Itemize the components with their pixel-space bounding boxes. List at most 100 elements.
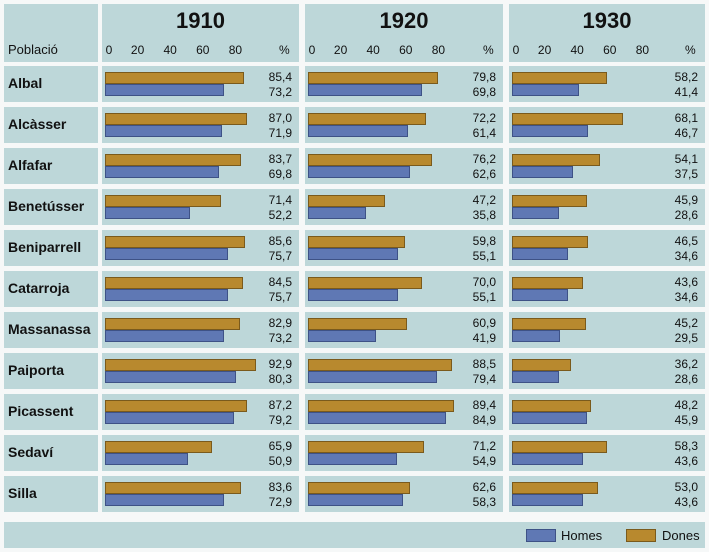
dones-bar [512, 154, 601, 166]
dones-bar [512, 236, 588, 248]
homes-value: 79,4 [472, 372, 496, 386]
tick-label-1920-40: 40 [366, 43, 380, 57]
year-title-1910: 1910 [176, 8, 225, 33]
homes-bar [105, 84, 225, 96]
dones-value: 82,9 [268, 316, 292, 330]
pct-header-1920: % [483, 43, 494, 57]
dones-bar [105, 195, 222, 207]
dones-bar [512, 359, 571, 371]
dones-value: 46,5 [674, 234, 698, 248]
town-label: Beniparrell [8, 239, 82, 255]
dones-bar [105, 482, 242, 494]
town-label: Alfafar [8, 157, 53, 173]
homes-bar [512, 371, 559, 383]
dones-bar [308, 113, 426, 125]
dones-value: 83,6 [268, 480, 292, 494]
homes-value: 80,3 [268, 372, 292, 386]
header-panel-1920 [305, 4, 503, 62]
dones-value: 36,2 [674, 357, 698, 371]
homes-bar [105, 207, 191, 219]
dones-bar [308, 482, 411, 494]
dones-value: 53,0 [674, 480, 698, 494]
dones-value: 62,6 [472, 480, 496, 494]
row-label-cell [4, 353, 98, 389]
homes-value: 43,6 [674, 454, 698, 468]
dones-bar [512, 482, 599, 494]
tick-label-1930-80: 80 [635, 43, 650, 57]
row-label-cell [4, 230, 98, 266]
dones-value: 65,9 [268, 439, 292, 453]
tick-label-1930-20: 20 [537, 43, 552, 57]
homes-bar [308, 125, 409, 137]
homes-value: 52,2 [268, 208, 292, 222]
homes-bar [308, 494, 404, 506]
tick-label-1920-80: 80 [431, 43, 446, 57]
dones-bar [512, 72, 607, 84]
tick-label-1920-20: 20 [333, 43, 348, 57]
dones-bar [105, 318, 241, 330]
homes-bar [512, 453, 584, 465]
homes-value: 41,9 [472, 331, 496, 345]
homes-value: 61,4 [472, 126, 496, 140]
homes-bar [512, 494, 584, 506]
tick-label-1930-40: 40 [570, 43, 584, 57]
dones-value: 85,4 [268, 70, 292, 84]
dones-bar [105, 277, 243, 289]
dones-value: 59,8 [472, 234, 496, 248]
town-label: Picassent [8, 403, 74, 419]
homes-legend-swatch [526, 529, 556, 542]
poblacio-header: Població [8, 42, 58, 57]
homes-value: 72,9 [268, 495, 292, 509]
homes-bar [105, 453, 188, 465]
dones-bar [308, 400, 454, 412]
homes-value: 79,2 [268, 413, 292, 427]
dones-legend-label: Dones [662, 528, 700, 543]
homes-bar [512, 84, 580, 96]
homes-bar [308, 330, 377, 342]
tick-label-1920-0: 0 [308, 43, 316, 57]
header-panel-1910 [102, 4, 299, 62]
dones-value: 54,1 [674, 152, 698, 166]
dones-value: 43,6 [674, 275, 698, 289]
dones-value: 87,0 [268, 111, 292, 125]
dones-bar [512, 277, 584, 289]
homes-value: 62,6 [472, 167, 496, 181]
homes-bar [512, 166, 574, 178]
tick-label-1910-20: 20 [130, 43, 145, 57]
dones-value: 45,2 [674, 316, 698, 330]
dones-value: 48,2 [674, 398, 698, 412]
homes-bar [308, 412, 447, 424]
tick-label-1910-80: 80 [228, 43, 243, 57]
dones-bar [308, 154, 433, 166]
row-label-cell [4, 107, 98, 143]
homes-bar [512, 330, 561, 342]
homes-bar [308, 207, 367, 219]
dones-bar [105, 400, 248, 412]
tick-label-1910-60: 60 [196, 43, 210, 57]
homes-value: 50,9 [268, 454, 292, 468]
dones-bar [512, 113, 623, 125]
homes-value: 54,9 [472, 454, 496, 468]
tick-label-1910-40: 40 [163, 43, 177, 57]
homes-value: 58,3 [472, 495, 496, 509]
town-label: Albal [8, 75, 43, 91]
homes-value: 45,9 [674, 413, 698, 427]
homes-bar [105, 371, 236, 383]
town-label: Silla [8, 485, 37, 501]
homes-bar [105, 125, 223, 137]
homes-value: 69,8 [472, 85, 496, 99]
homes-bar [105, 330, 225, 342]
homes-bar [105, 289, 229, 301]
dones-bar [308, 236, 406, 248]
town-label: Benetússer [8, 198, 85, 214]
dones-bar [308, 72, 439, 84]
homes-value: 75,7 [268, 249, 292, 263]
homes-bar [512, 125, 589, 137]
dones-value: 89,4 [472, 398, 496, 412]
dones-bar [512, 441, 608, 453]
row-label-cell [4, 394, 98, 430]
dones-value: 60,9 [472, 316, 496, 330]
homes-value: 73,2 [268, 331, 292, 345]
homes-value: 28,6 [674, 208, 698, 222]
dones-bar [512, 195, 587, 207]
